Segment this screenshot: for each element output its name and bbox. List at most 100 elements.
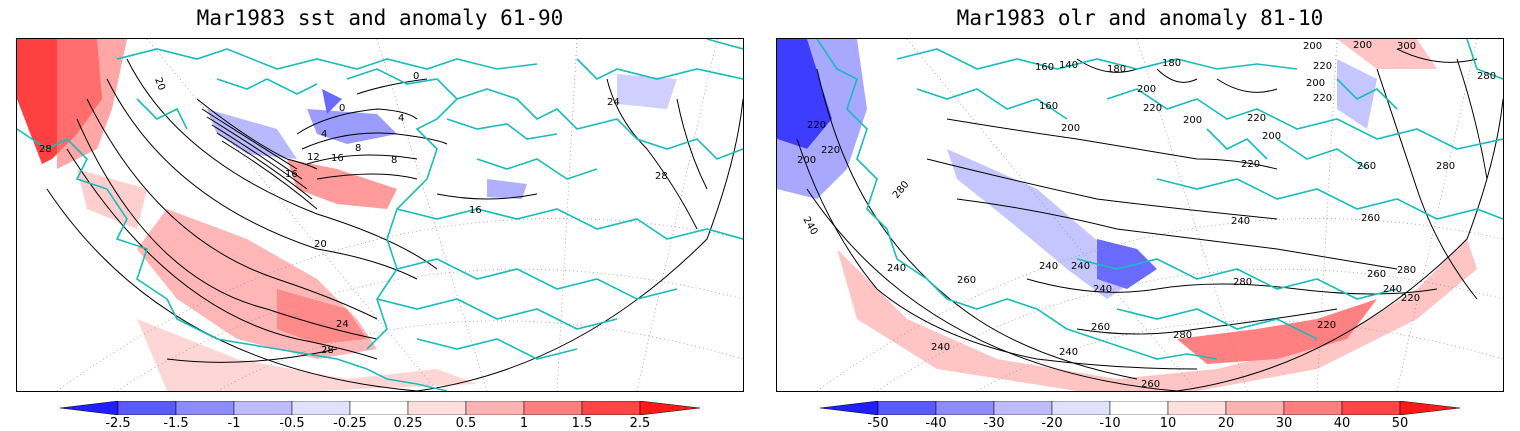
contour-label: 12 [307,152,320,163]
olr-map-boundary [806,98,1503,391]
sst-anomaly-cool-b [307,109,397,144]
colorbar-label: 1 [519,416,529,431]
contour-label: 200 [1262,131,1281,142]
contour-label: 280 [1477,71,1496,82]
colorbar-label: -0.25 [333,416,367,431]
olr-anomaly-warm-rim [837,239,1477,391]
olr-panel-title: Mar1983 olr and anomaly 81-10 [956,6,1324,30]
contour-label: 28 [321,345,334,356]
contour-label: 240 [800,215,819,237]
colorbar-label: 1.5 [571,416,593,431]
contour-label: 28 [655,171,668,182]
olr-panel: Mar1983 olr and anomaly 81-10 [760,0,1520,431]
olr-map: 160 140 180 180 200 200 300 280 160 200 … [776,38,1504,392]
contour-label: 240 [1093,284,1112,295]
contour-label: 200 [797,155,816,166]
contour-label: 28 [39,144,52,155]
contour-label: 260 [1091,322,1110,333]
contour-label: 200 [1303,41,1322,52]
colorbar-label: -20 [1041,416,1063,431]
olr-anomaly-warm-n [1337,39,1437,69]
colorbar-label: 0.5 [455,416,477,431]
contour-label: 20 [314,239,327,250]
sst-anomaly-cool-a [207,109,297,159]
contour-label: 220 [1317,320,1336,331]
sst-panel: Mar1983 sst and anomaly 61-90 [0,0,760,431]
contour-label: 16 [331,153,344,164]
colorbar-label: -50 [867,416,889,431]
contour-label: 24 [336,319,349,330]
contour-label: 20 [152,76,167,92]
sst-anomaly-warm-band [57,39,127,169]
contour-label: 200 [1137,84,1156,95]
contour-label: 200 [1061,123,1080,134]
contour-label: 0 [339,103,345,114]
sst-anomaly-warm-core [277,289,367,344]
olr-colorbar: -50 -40 -30 -20 -10 10 20 30 40 50 [819,400,1461,431]
sst-contours [66,58,708,363]
colorbar-label: 0.25 [393,416,423,431]
contour-label: 220 [807,120,826,131]
olr-anomaly-cool-mid [777,39,867,199]
sst-colorbar: -2.5 -1.5 -1 -0.5 -0.25 0.25 0.5 1 1.5 2… [59,400,701,431]
olr-contour-labels: 160 140 180 180 200 200 300 280 160 200 … [797,40,1496,390]
sst-panel-title: Mar1983 sst and anomaly 61-90 [196,6,564,30]
contour-label: 4 [398,113,404,124]
contour-label: 220 [1143,103,1162,114]
olr-coastlines [816,39,1503,360]
contour-label: 240 [887,263,906,274]
contour-label: 260 [1361,213,1380,224]
contour-label: 300 [1397,41,1416,52]
contour-label: 8 [391,155,397,166]
contour-label: 16 [469,205,482,216]
contour-label: 220 [1313,93,1332,104]
contour-label: 240 [1039,261,1058,272]
colorbar-label: 2.5 [629,416,651,431]
contour-label: 4 [321,129,327,140]
contour-label: 24 [607,97,620,108]
contour-label: 200 [1306,78,1325,89]
contour-label: 200 [1353,40,1372,51]
colorbar-label: -10 [1099,416,1121,431]
sst-anomaly-cool-c [322,89,342,114]
sst-anomaly-warm-rim [137,319,477,391]
contour-label: 260 [1357,161,1376,172]
contour-label: 160 [1039,101,1058,112]
contour-label: 240 [931,342,950,353]
contour-label: 220 [1401,293,1420,304]
colorbar-label: -2.5 [105,416,131,431]
olr-anomaly-warm-core [1177,299,1377,364]
contour-label: 260 [1141,379,1160,390]
olr-contours [796,48,1488,380]
colorbar-label: 30 [1275,416,1293,431]
contour-label: 260 [1367,269,1386,280]
sst-anomaly-cool-e [487,179,527,199]
colorbar-label: -0.5 [279,416,305,431]
sst-contour-labels: 20 0 0 4 4 8 12 16 28 8 16 24 28 16 20 2… [39,71,668,356]
colorbar-label: 20 [1217,416,1235,431]
sst-map: 20 0 0 4 4 8 12 16 28 8 16 24 28 16 20 2… [16,38,744,392]
contour-label: 16 [285,169,298,180]
colorbar-label: -40 [925,416,947,431]
sst-colorbar-swatches [59,400,701,416]
contour-label: 8 [355,143,361,154]
contour-label: 160 [1035,62,1054,73]
contour-label: 200 [1183,115,1202,126]
sst-anomaly-warm-mid [287,159,397,209]
colorbar-label: 10 [1159,416,1177,431]
contour-label: 220 [1313,61,1332,72]
contour-label: 240 [1071,261,1090,272]
sst-anomaly-cool-d [617,74,677,109]
olr-anomaly-cool-ne [1337,59,1377,129]
olr-anomaly-cool-core [1097,239,1157,289]
contour-label: 280 [1397,265,1416,276]
contour-label: 260 [957,275,976,286]
contour-label: 140 [1059,60,1078,71]
sst-coastlines [17,39,743,391]
colorbar-label: 40 [1333,416,1351,431]
contour-label: 220 [1241,159,1260,170]
colorbar-label: -30 [983,416,1005,431]
colorbar-label: 50 [1391,416,1409,431]
contour-label: 180 [1162,58,1181,69]
olr-graticule [816,39,1503,391]
